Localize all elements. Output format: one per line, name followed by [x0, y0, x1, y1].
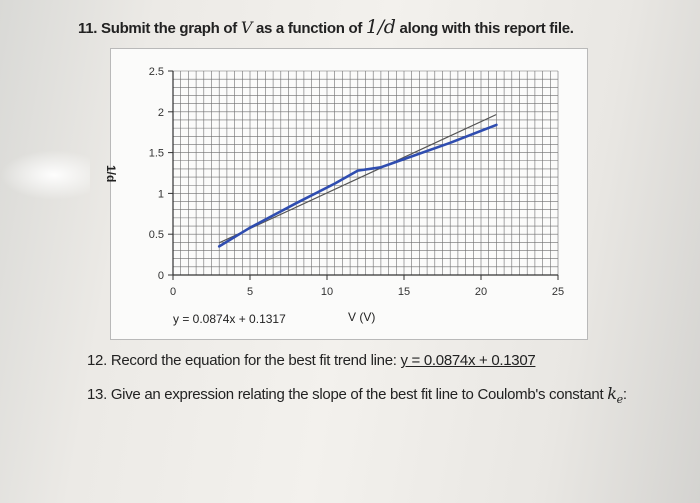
q11-text-after: along with this report file. — [399, 20, 574, 37]
camera-glare — [0, 150, 90, 200]
y-tick-label: 1.5 — [149, 148, 164, 160]
x-tick-label: 0 — [170, 286, 176, 298]
y-axis-label: 1/d — [104, 165, 118, 183]
q12-answer: y = 0.0874x + 0.1307 — [400, 352, 536, 369]
q12-text: 12. Record the equation for the best fit… — [87, 352, 397, 369]
q11-number: 11. — [78, 20, 98, 37]
q13-text: 13. Give an expression relating the slop… — [87, 386, 604, 403]
y-tick-label: 0 — [158, 270, 164, 282]
x-tick-label: 5 — [247, 286, 253, 298]
x-tick-label: 20 — [475, 286, 487, 298]
data-series-line — [217, 123, 498, 248]
y-tick-label: 1 — [158, 188, 164, 200]
y-tick-label: 2.5 — [149, 66, 164, 78]
q11-var-v: V — [240, 18, 253, 37]
q11-text-mid: as a function of — [255, 20, 363, 37]
question-13: 13. Give an expression relating the slop… — [87, 384, 627, 406]
trendline — [218, 113, 497, 244]
q13-end: : — [622, 386, 627, 403]
x-tick-label: 25 — [552, 286, 564, 298]
x-tick-label: 10 — [321, 286, 333, 298]
q13-var-k-sub: e — [616, 393, 624, 407]
graph-box: 0 0.5 1 1.5 2 2.5 0 5 10 15 20 25 1/d y = 0.0874x +… — [104, 48, 588, 340]
q13-var-k: ke — [607, 384, 624, 407]
x-axis-label: V (V) — [348, 310, 376, 324]
question-11: 11. Submit the graph of V as a function … — [78, 16, 574, 38]
y-tick-label: 2 — [158, 107, 164, 119]
trendline-equation: y = 0.0874x + 0.1317 — [173, 312, 286, 326]
y-tick-label: 0.5 — [149, 229, 164, 241]
chart-svg: 0 0.5 1 1.5 2 2.5 0 5 10 15 20 25 — [149, 66, 564, 298]
q11-var-inv-d: 1/d — [365, 16, 396, 38]
x-tick-label: 15 — [398, 286, 410, 298]
question-12: 12. Record the equation for the best fit… — [87, 352, 536, 369]
q11-text-before: Submit the graph of — [101, 20, 237, 37]
